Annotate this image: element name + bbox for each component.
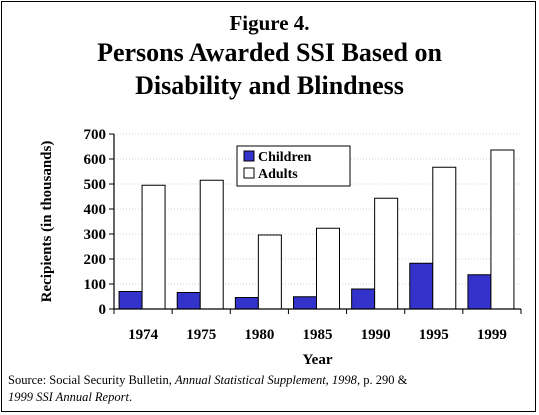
legend-swatch-children — [243, 150, 255, 162]
bar-adults-1995 — [432, 166, 457, 310]
y-tick-label: 700 — [84, 127, 107, 143]
figure-label: Figure 4. — [229, 11, 310, 35]
x-tick-label: 1980 — [244, 327, 274, 343]
legend-swatch-adults — [243, 167, 255, 179]
source-italic-1: Annual Statistical Supplement, 1998 — [175, 373, 357, 387]
y-tick-label: 500 — [84, 177, 107, 193]
y-tick-label: 600 — [84, 152, 107, 168]
legend-box — [236, 145, 351, 187]
bar-children-1999 — [467, 274, 492, 310]
bar-chart: 0 100 200 300 400 500 600 700 1974 1975 1980 1985 19… — [39, 127, 522, 368]
bar-children-1995 — [409, 262, 434, 310]
x-tick-label: 1974 — [128, 327, 159, 343]
y-tick-label: 400 — [84, 202, 107, 218]
bar-children-1975 — [176, 292, 201, 310]
source-suffix: . — [128, 390, 133, 404]
x-tick-label: 1999 — [477, 327, 507, 343]
bar-adults-1975 — [199, 179, 224, 310]
bar-children-1985 — [293, 296, 317, 310]
bar-adults-1980 — [257, 234, 282, 310]
title-block: Figure 4. Persons Awarded SSI Based on D… — [0, 10, 539, 102]
y-tick-label: 100 — [84, 277, 107, 293]
x-tick-label: 1975 — [186, 327, 216, 343]
bar-adults-1999 — [490, 149, 515, 310]
x-tick-label: 1990 — [361, 327, 391, 343]
chart-title-line-2: Disability and Blindness — [135, 71, 404, 100]
bar-adults-1974 — [141, 184, 166, 310]
bar-adults-1985 — [316, 227, 340, 310]
legend-label-adults: Adults — [258, 167, 298, 182]
x-tick-label: 1995 — [419, 327, 449, 343]
source-italic-2: 1999 SSI Annual Report — [8, 390, 129, 404]
bar-children-1990 — [351, 288, 376, 310]
bar-children-1974 — [118, 291, 143, 310]
source-prefix: Source: Social Security Bulletin, — [8, 373, 175, 387]
y-tick-label: 300 — [84, 227, 107, 243]
source-middle: , p. 290 & — [356, 373, 408, 387]
bar-adults-1990 — [374, 197, 399, 310]
y-tick-label: 200 — [84, 252, 107, 268]
chart-title-line-1: Persons Awarded SSI Based on — [97, 38, 442, 67]
bar-children-1980 — [234, 297, 259, 310]
x-axis-title: Year — [303, 352, 333, 368]
source-note: Source: Social Security Bulletin, Annual… — [8, 372, 533, 406]
y-axis-title: Recipients (in thousands) — [39, 141, 55, 303]
legend-label-children: Children — [258, 150, 312, 165]
x-tick-label: 1985 — [303, 327, 333, 343]
y-tick-label: 0 — [99, 302, 107, 318]
